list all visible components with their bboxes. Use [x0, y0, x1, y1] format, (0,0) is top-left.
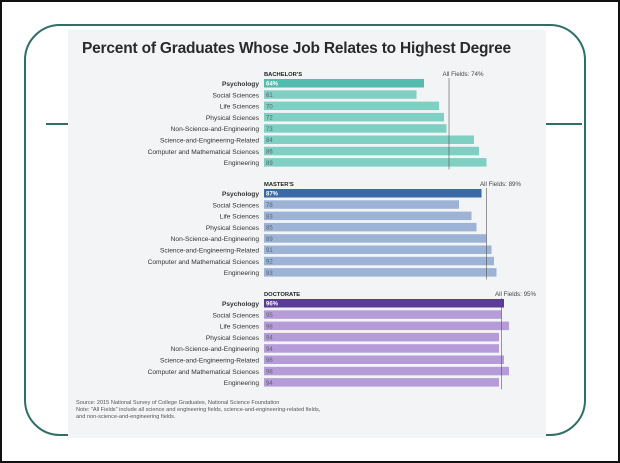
category-label-bachelors-science-and-engineering-related: Science-and-Engineering-Related — [160, 138, 259, 145]
value-label-bachelors-science-and-engineering-related: 84 — [266, 138, 273, 144]
value-label-doctorate-physical-sciences: 94 — [266, 336, 273, 342]
bar-bachelors-non-science-and-engineering — [264, 124, 447, 133]
group-header-masters: MASTER'S — [264, 182, 294, 188]
category-label-bachelors-psychology: Psychology — [222, 81, 259, 88]
value-label-bachelors-computer-and-mathematical-sciences: 86 — [266, 150, 273, 156]
category-label-masters-social-sciences: Social Sciences — [212, 202, 259, 209]
value-label-doctorate-psychology: 96% — [266, 302, 279, 308]
bar-bachelors-physical-sciences — [264, 112, 444, 122]
value-label-bachelors-engineering: 89 — [266, 161, 273, 167]
category-label-masters-life-sciences: Life Sciences — [220, 214, 260, 221]
category-label-bachelors-engineering: Engineering — [224, 160, 260, 167]
category-label-doctorate-non-science-and-engineering: Non-Science-and-Engineering — [171, 346, 260, 353]
category-label-doctorate-engineering: Engineering — [224, 380, 260, 387]
bar-doctorate-engineering — [264, 378, 499, 387]
bar-doctorate-physical-sciences — [264, 332, 499, 342]
bar-doctorate-non-science-and-engineering — [264, 344, 499, 353]
all-fields-label-bachelors: All Fields: 74% — [443, 71, 484, 78]
bar-masters-psychology — [264, 189, 482, 198]
value-label-masters-science-and-engineering-related: 91 — [266, 248, 273, 254]
category-label-masters-physical-sciences: Physical Sciences — [206, 225, 260, 232]
value-label-masters-life-sciences: 83 — [266, 214, 273, 220]
value-label-bachelors-life-sciences: 70 — [266, 104, 273, 110]
category-label-doctorate-computer-and-mathematical-sciences: Computer and Mathematical Sciences — [148, 369, 260, 376]
value-label-masters-engineering: 93 — [266, 271, 273, 277]
bar-masters-life-sciences — [264, 211, 472, 221]
category-label-masters-science-and-engineering-related: Science-and-Engineering-Related — [160, 248, 259, 255]
bar-masters-science-and-engineering-related — [264, 245, 492, 254]
category-label-bachelors-computer-and-mathematical-sciences: Computer and Mathematical Sciences — [148, 149, 260, 156]
category-label-bachelors-non-science-and-engineering: Non-Science-and-Engineering — [171, 126, 260, 133]
value-label-masters-non-science-and-engineering: 89 — [266, 237, 273, 243]
footnote: Source: 2015 National Survey of College … — [76, 400, 542, 421]
chart-title: Percent of Graduates Whose Job Relates t… — [82, 40, 511, 57]
value-label-doctorate-life-sciences: 98 — [266, 324, 273, 330]
chart-svg: BACHELOR'S All Fields: 74% Psychology 64% So… — [148, 71, 536, 390]
category-label-doctorate-psychology: Psychology — [222, 301, 259, 308]
value-label-bachelors-social-sciences: 61 — [266, 93, 273, 99]
bar-bachelors-psychology — [264, 79, 424, 88]
category-label-masters-psychology: Psychology — [222, 191, 259, 198]
category-label-bachelors-life-sciences: Life Sciences — [220, 104, 260, 111]
footnote-source: Source: 2015 National Survey of College … — [76, 400, 280, 406]
group-header-bachelors: BACHELOR'S — [264, 72, 302, 78]
category-label-bachelors-physical-sciences: Physical Sciences — [206, 115, 260, 122]
category-label-masters-engineering: Engineering — [224, 270, 260, 277]
group-header-doctorate: DOCTORATE — [264, 292, 300, 298]
bar-masters-social-sciences — [264, 200, 459, 209]
footnote-note-line1: Note: "All Fields" include all science a… — [76, 407, 321, 413]
bar-bachelors-life-sciences — [264, 101, 439, 111]
all-fields-label-doctorate: All Fields: 95% — [495, 291, 536, 298]
category-label-doctorate-physical-sciences: Physical Sciences — [206, 335, 260, 342]
bar-doctorate-life-sciences — [264, 321, 509, 331]
bar-bachelors-computer-and-mathematical-sciences — [264, 146, 479, 156]
category-label-masters-computer-and-mathematical-sciences: Computer and Mathematical Sciences — [148, 259, 260, 266]
value-label-doctorate-engineering: 94 — [266, 381, 273, 387]
category-label-doctorate-life-sciences: Life Sciences — [220, 324, 260, 331]
value-label-bachelors-physical-sciences: 72 — [266, 116, 273, 122]
category-label-doctorate-science-and-engineering-related: Science-and-Engineering-Related — [160, 358, 259, 365]
bar-bachelors-social-sciences — [264, 90, 417, 99]
bar-masters-computer-and-mathematical-sciences — [264, 256, 494, 266]
bar-doctorate-social-sciences — [264, 310, 502, 319]
category-label-masters-non-science-and-engineering: Non-Science-and-Engineering — [171, 236, 260, 243]
bar-bachelors-science-and-engineering-related — [264, 135, 474, 144]
bar-doctorate-science-and-engineering-related — [264, 355, 504, 364]
bar-masters-engineering — [264, 268, 497, 277]
value-label-bachelors-non-science-and-engineering: 73 — [266, 127, 273, 133]
value-label-doctorate-social-sciences: 95 — [266, 313, 273, 319]
value-label-doctorate-computer-and-mathematical-sciences: 98 — [266, 370, 273, 376]
footnote-note-line2: and non-science-and-engineering fields. — [76, 414, 176, 420]
bar-bachelors-engineering — [264, 158, 487, 167]
bar-masters-physical-sciences — [264, 222, 477, 232]
right-accent-line — [546, 123, 582, 125]
value-label-bachelors-psychology: 64% — [266, 82, 279, 88]
category-label-doctorate-social-sciences: Social Sciences — [212, 312, 259, 319]
left-accent-line — [46, 123, 68, 125]
value-label-masters-physical-sciences: 85 — [266, 226, 273, 232]
value-label-masters-psychology: 87% — [266, 192, 279, 198]
bar-doctorate-computer-and-mathematical-sciences — [264, 366, 509, 376]
category-label-bachelors-social-sciences: Social Sciences — [212, 92, 259, 99]
bar-doctorate-psychology — [264, 299, 504, 308]
bar-masters-non-science-and-engineering — [264, 234, 487, 243]
value-label-doctorate-non-science-and-engineering: 94 — [266, 347, 273, 353]
all-fields-label-masters: All Fields: 89% — [480, 181, 521, 188]
chart-figure: Percent of Graduates Whose Job Relates t… — [68, 30, 546, 438]
value-label-doctorate-science-and-engineering-related: 96 — [266, 358, 273, 364]
value-label-masters-social-sciences: 78 — [266, 203, 273, 209]
value-label-masters-computer-and-mathematical-sciences: 92 — [266, 260, 273, 266]
